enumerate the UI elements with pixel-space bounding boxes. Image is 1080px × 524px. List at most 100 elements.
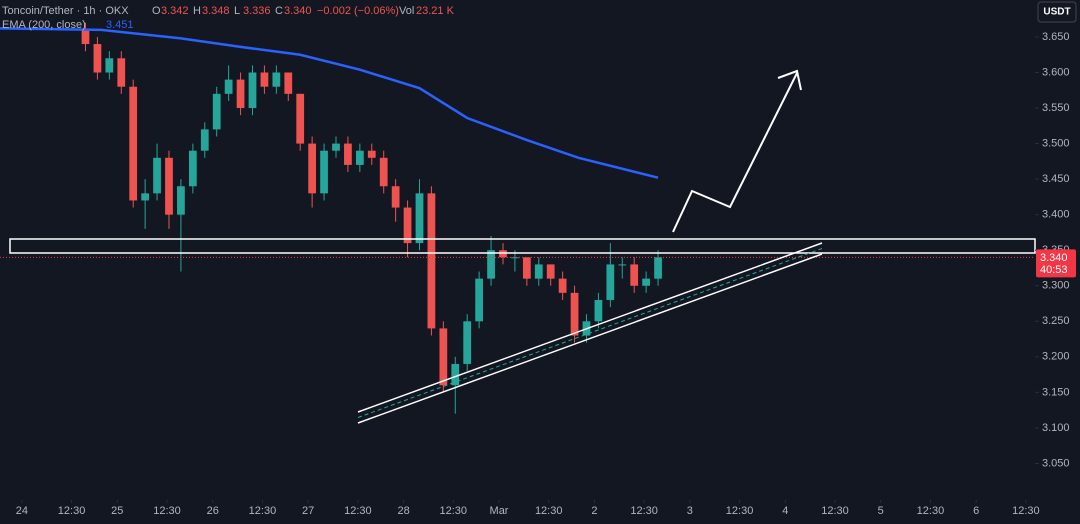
volume: 23.21 K — [416, 5, 455, 17]
candle-body — [451, 363, 460, 386]
ohlc-value: 3.336 — [243, 5, 271, 17]
candle-body — [487, 250, 495, 279]
x-tick-label: 12:30 — [917, 505, 945, 517]
candle-body — [320, 150, 328, 194]
candle-body — [117, 58, 126, 87]
x-tick-label: 26 — [207, 505, 219, 517]
last-price: 3.340 — [1040, 252, 1068, 264]
candle-body — [630, 264, 639, 286]
candle-body — [654, 257, 662, 279]
y-tick-label: 3.500 — [1042, 137, 1070, 149]
y-tick-label: 3.150 — [1042, 386, 1070, 398]
y-tick-label: 3.300 — [1042, 280, 1070, 292]
x-tick-label: 12:30 — [249, 505, 277, 517]
arrow-head — [777, 69, 802, 91]
countdown: 40:53 — [1040, 264, 1068, 276]
candle-body — [165, 157, 173, 215]
candle-body — [642, 278, 651, 286]
ohlc-key: C — [275, 5, 283, 17]
y-tick-label: 3.650 — [1042, 31, 1070, 43]
candle-body — [248, 72, 257, 109]
currency-box[interactable] — [1037, 1, 1077, 23]
currency[interactable]: USDT — [1043, 7, 1070, 18]
y-tick-label: 3.550 — [1042, 102, 1070, 114]
candle-body — [463, 321, 472, 364]
ohlc-value: 3.348 — [202, 5, 230, 17]
x-tick-label: 6 — [973, 505, 979, 517]
candle-body — [391, 186, 400, 208]
x-tick-label: 12:30 — [535, 505, 563, 517]
y-tick-label: 3.200 — [1042, 351, 1070, 363]
x-tick-label: 27 — [302, 505, 314, 517]
x-tick-label: 24 — [16, 505, 28, 517]
candle-body — [260, 72, 269, 87]
x-tick-label: 12:30 — [821, 505, 849, 517]
candle-body — [177, 186, 185, 215]
ohlc-value: 3.342 — [161, 5, 189, 17]
ohlc-value: 3.340 — [284, 5, 312, 17]
resistance-zone — [9, 238, 1036, 254]
x-tick-label: 3 — [687, 505, 693, 517]
candle-body — [224, 79, 233, 94]
change: −0.002 (−0.06%) — [317, 5, 399, 17]
x-tick-label: 12:30 — [58, 505, 86, 517]
forecast-arrow — [672, 72, 798, 233]
candle-body — [344, 143, 352, 165]
y-tick-label: 3.100 — [1042, 422, 1070, 434]
candle-body — [141, 193, 150, 201]
candle-body — [558, 278, 567, 293]
candle-body — [105, 58, 114, 73]
candle-body — [511, 257, 519, 259]
currency-button[interactable]: USDT — [1037, 1, 1077, 23]
candle-body — [618, 264, 627, 266]
x-tick-label: Mar — [490, 505, 509, 517]
candle-body — [153, 157, 161, 194]
ema-line — [0, 27, 659, 179]
candle-body — [427, 193, 436, 329]
x-tick-label: 5 — [878, 505, 884, 517]
candle-body — [415, 193, 424, 244]
candle-body — [522, 257, 531, 279]
y-tick-label: 3.450 — [1042, 173, 1070, 185]
candle-body — [81, 29, 90, 45]
candle-body — [355, 150, 364, 165]
candle-body — [534, 264, 543, 279]
ohlc-key: O — [152, 5, 161, 17]
candle-body — [284, 72, 293, 94]
volume-key: Vol — [399, 5, 414, 17]
candle-body — [367, 150, 376, 158]
x-tick-label: 12:30 — [630, 505, 658, 517]
candle-body — [546, 264, 555, 279]
y-tick-label: 3.600 — [1042, 66, 1070, 78]
ohlc-key: L — [234, 5, 240, 17]
candle-body — [475, 278, 484, 322]
ema-name: EMA (200, close) — [2, 19, 86, 31]
ema-value: 3.451 — [106, 19, 134, 31]
candle-body — [212, 93, 221, 130]
x-tick-label: 12:30 — [440, 505, 468, 517]
candle-body — [499, 250, 507, 258]
x-tick-label: 12:30 — [153, 505, 181, 517]
candle-body — [129, 86, 138, 201]
candle-body — [594, 299, 603, 322]
drawings — [9, 69, 1036, 424]
x-tick-label: 2 — [591, 505, 597, 517]
candle-body — [332, 143, 340, 151]
last-price-box — [1036, 249, 1076, 278]
candle-body — [606, 264, 615, 300]
candle-body — [93, 44, 102, 73]
header: Toncoin/Tether · 1h · OKX 3.451 EMA (200… — [2, 5, 455, 31]
ohlc-key: H — [193, 5, 201, 17]
trendline-lower — [357, 253, 823, 424]
candle-body — [272, 72, 281, 87]
x-tick-label: 12:30 — [726, 505, 754, 517]
candle-body — [296, 93, 305, 144]
x-tick-label: 12:30 — [1012, 505, 1040, 517]
candle-body — [236, 79, 245, 109]
plot-area — [0, 22, 1035, 414]
x-tick-label: 12:30 — [344, 505, 372, 517]
trendline-upper — [357, 242, 823, 413]
candle-body — [308, 143, 317, 194]
